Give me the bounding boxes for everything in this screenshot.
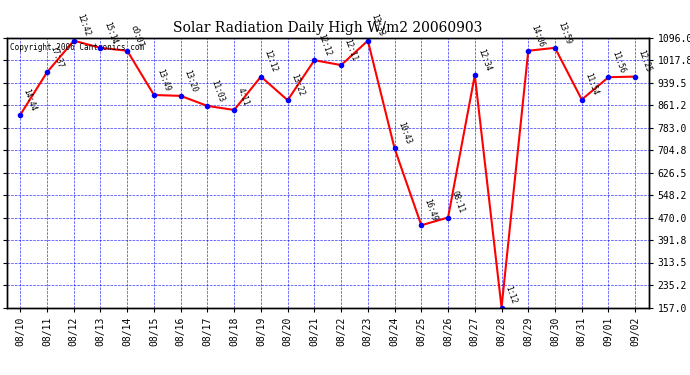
Text: 12:25: 12:25 — [637, 49, 653, 74]
Text: 14:44: 14:44 — [21, 87, 38, 112]
Text: 12:34: 12:34 — [476, 48, 493, 72]
Text: 13:33: 13:33 — [369, 13, 386, 38]
Text: 4:11: 4:11 — [235, 87, 250, 107]
Text: 10:43: 10:43 — [396, 121, 413, 146]
Text: c0:07: c0:07 — [128, 23, 145, 48]
Text: Copyright 2006 Cantronics.com: Copyright 2006 Cantronics.com — [10, 43, 144, 52]
Title: Solar Radiation Daily High W/m2 20060903: Solar Radiation Daily High W/m2 20060903 — [173, 21, 482, 35]
Text: 11:56: 11:56 — [610, 50, 627, 74]
Text: 17:37: 17:37 — [48, 45, 65, 69]
Text: 11:03: 11:03 — [209, 78, 225, 103]
Text: 16:49: 16:49 — [423, 198, 439, 222]
Text: 13:22: 13:22 — [289, 73, 306, 98]
Text: 12:42: 12:42 — [75, 13, 92, 38]
Text: 12:12: 12:12 — [262, 49, 279, 74]
Text: 13:49: 13:49 — [155, 68, 172, 92]
Text: 11:54: 11:54 — [583, 72, 600, 97]
Text: 13:59: 13:59 — [556, 20, 573, 45]
Text: 14:06: 14:06 — [530, 23, 546, 48]
Text: 1:12: 1:12 — [503, 284, 518, 305]
Text: 15:14: 15:14 — [102, 20, 118, 45]
Text: 08:11: 08:11 — [449, 190, 466, 215]
Text: 13:20: 13:20 — [182, 68, 199, 93]
Text: 12:11: 12:11 — [342, 38, 359, 62]
Text: 12:12: 12:12 — [316, 33, 332, 57]
